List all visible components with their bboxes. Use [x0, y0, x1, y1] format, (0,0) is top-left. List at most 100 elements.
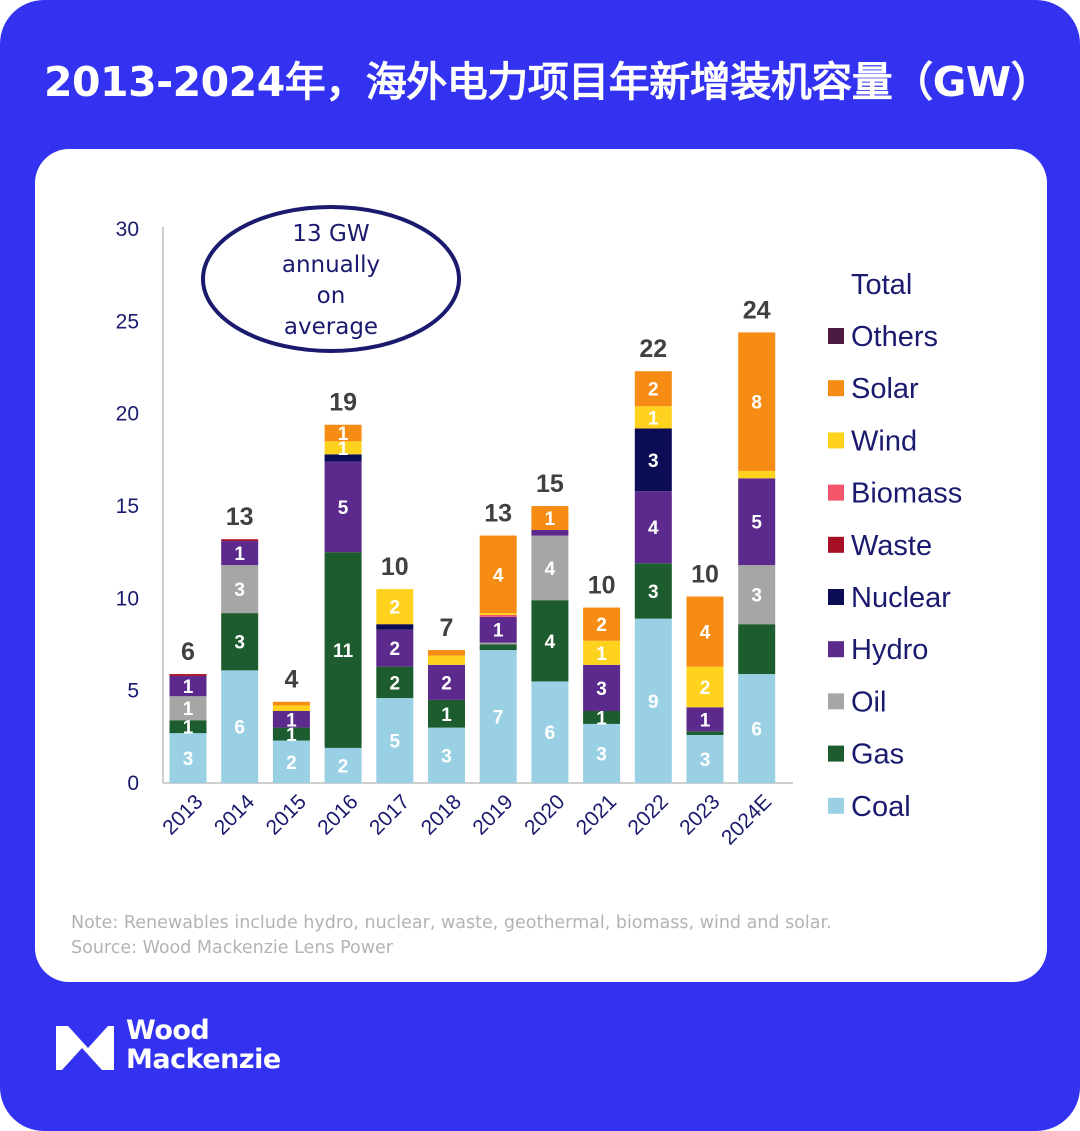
- bar-segment-gas: [531, 600, 569, 682]
- bar-segment-coal: [324, 747, 362, 783]
- bar-segment-coal: [428, 727, 465, 783]
- legend-label-waste: Waste: [851, 530, 932, 562]
- bar-total-label: 10: [691, 560, 719, 588]
- bar-segment-oil: [169, 696, 207, 721]
- bar-total-label: 4: [284, 666, 298, 694]
- bar-segment-label: 6: [545, 723, 556, 744]
- bar-segment-hydro: [583, 664, 621, 711]
- legend-label-oil: Oil: [851, 686, 886, 718]
- bar-segment-waste: [221, 539, 259, 542]
- brand-line-2: Mackenzie: [126, 1044, 281, 1075]
- bar-segment-oil: [221, 565, 259, 614]
- legend-swatch-nuclear: [828, 589, 844, 605]
- legend-label-nuclear: Nuclear: [851, 582, 951, 614]
- bar-segment-label: 11: [333, 641, 354, 662]
- bar-segment-hydro: [169, 675, 207, 697]
- source-text: Source: Wood Mackenzie Lens Power: [71, 938, 394, 958]
- x-tick-label: 2020: [520, 790, 569, 839]
- bar-segment-label: 3: [751, 586, 762, 607]
- bar-segment-label: 1: [234, 544, 245, 565]
- bar-segment-hydro: [428, 664, 465, 700]
- bar-segment-label: 3: [596, 744, 607, 765]
- bar-segment-hydro: [479, 616, 517, 643]
- bar-segment-label: 3: [441, 746, 452, 767]
- bar-segment-label: 3: [648, 582, 659, 603]
- bar-segment-solar: [272, 701, 310, 706]
- bar-segment-waste: [169, 674, 207, 676]
- bar-total-label: 13: [226, 503, 254, 531]
- bar-segment-solar: [479, 535, 517, 614]
- bar-segment-coal: [169, 733, 207, 783]
- bar-segment-gas: [634, 563, 672, 619]
- legend-swatch-solar: [828, 380, 844, 397]
- bar-segment-label: 1: [700, 710, 711, 731]
- legend-label-gas: Gas: [851, 739, 904, 771]
- bar-segment-gas: [583, 710, 621, 724]
- bar-segment-label: 3: [700, 750, 711, 771]
- bar-segment-label: 3: [596, 679, 607, 700]
- y-tick-label: 5: [127, 680, 139, 703]
- bar-segment-label: 4: [545, 559, 556, 580]
- legend-label-solar: Solar: [851, 373, 919, 405]
- legend-swatch-coal: [828, 797, 844, 814]
- legend-label-coal: Coal: [851, 791, 911, 823]
- bar-segment-hydro: [686, 707, 724, 732]
- legend-label-wind: Wind: [851, 425, 917, 457]
- bar-segment-label: 4: [648, 518, 659, 539]
- bar-segment-hydro: [531, 530, 569, 536]
- bar-segment-label: 4: [493, 565, 504, 586]
- bar-segment-label: 1: [286, 725, 297, 746]
- bar-segment-coal: [479, 650, 517, 783]
- x-tick-label: 2019: [468, 790, 517, 839]
- bar-segment-wind: [583, 640, 621, 665]
- bar-total-label: 13: [484, 500, 512, 528]
- chart-footnote: Note: Renewables include hydro, nuclear,…: [71, 911, 832, 961]
- page-title: 2013-2024年，海外电力项目年新增装机容量（GW）: [44, 58, 1052, 106]
- bar-segment-coal: [531, 681, 569, 783]
- bar-segment-label: 1: [493, 621, 504, 642]
- annotation-text-line: on: [317, 283, 346, 309]
- bar-total-label: 7: [440, 614, 454, 642]
- x-tick-label: 2015: [262, 790, 311, 839]
- bar-segment-biomass: [479, 614, 517, 617]
- bar-segment-gas: [169, 720, 207, 734]
- bar-segment-coal: [686, 734, 724, 783]
- bar-segment-nuclear: [324, 454, 362, 462]
- bar-segment-label: 9: [648, 692, 659, 713]
- bar-segment-label: 5: [751, 513, 762, 534]
- x-tick-label: 2014: [210, 790, 260, 840]
- bar-segment-coal: [738, 674, 776, 783]
- bar-segment-nuclear: [634, 428, 672, 492]
- bar-segment-label: 1: [338, 439, 349, 460]
- legend-swatch-wind: [828, 432, 844, 449]
- legend-swatch-oil: [828, 693, 844, 710]
- bar-segment-wind: [376, 589, 414, 625]
- bar-segment-label: 1: [441, 705, 452, 726]
- bar-segment-oil: [531, 535, 569, 601]
- bar-segment-label: 1: [286, 710, 297, 731]
- bar-segment-label: 1: [596, 644, 607, 665]
- bar-segment-solar: [583, 607, 621, 641]
- legend-swatch-waste: [828, 536, 844, 553]
- bar-segment-label: 2: [700, 678, 711, 699]
- y-tick-label: 0: [127, 772, 139, 795]
- bar-segment-wind: [634, 406, 672, 429]
- bar-segment-gas: [272, 727, 310, 741]
- bar-segment-label: 1: [183, 718, 194, 739]
- bar-segment-hydro: [376, 629, 414, 667]
- legend-label-hydro: Hydro: [851, 634, 928, 666]
- bar-segment-label: 1: [596, 708, 607, 729]
- bar-segment-label: 4: [545, 632, 556, 653]
- note-text: Note: Renewables include hydro, nuclear,…: [71, 913, 832, 933]
- bar-segment-label: 6: [751, 720, 762, 741]
- annotation-text-line: annually: [282, 252, 380, 278]
- bar-segment-hydro: [221, 541, 259, 566]
- bar-segment-label: 1: [183, 677, 194, 698]
- bar-segment-hydro: [272, 710, 310, 728]
- x-tick-label: 2024E: [717, 790, 776, 849]
- brand-wordmark: Wood Mackenzie: [126, 1016, 281, 1074]
- bar-segment-wind: [324, 441, 362, 455]
- bar-segment-label: 5: [338, 498, 349, 519]
- bar-segment-label: 6: [234, 718, 245, 739]
- y-tick-label: 25: [116, 310, 139, 333]
